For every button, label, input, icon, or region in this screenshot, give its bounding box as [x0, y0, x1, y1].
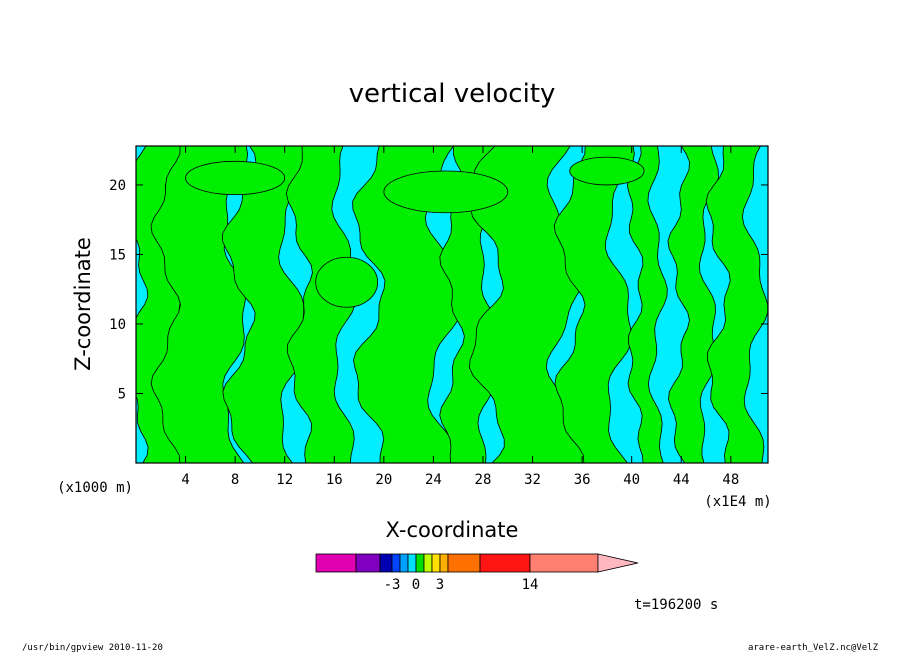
- footer-right: arare-earth_VelZ.nc@VelZ: [748, 643, 879, 653]
- colorbar-segment: [391, 553, 401, 573]
- updraft-region: [285, 146, 356, 463]
- colorbar-segment: [479, 553, 531, 573]
- x-tick-label: 32: [524, 472, 541, 488]
- updraft-region: [569, 156, 645, 186]
- colorbar-segment: [379, 553, 393, 573]
- colorbar-tick-label: 3: [436, 577, 444, 593]
- x-tick-label: 16: [326, 472, 343, 488]
- x-unit-label: (x1E4 m): [704, 494, 771, 510]
- plot-frame: [135, 145, 769, 464]
- colorbar-segment: [315, 553, 357, 573]
- footer-left: /usr/bin/gpview 2010-11-20: [22, 643, 163, 653]
- colorbar-segment: [431, 553, 441, 573]
- colorbar-tick-label: 14: [522, 577, 539, 593]
- updraft-region: [705, 146, 768, 463]
- colorbar-segment: [355, 553, 381, 573]
- y-unit-label: (x1000 m): [57, 480, 133, 496]
- updraft-region: [185, 160, 286, 196]
- colorbar-labels: -3 0 3 14: [384, 577, 539, 593]
- updraft-region: [553, 146, 635, 463]
- colorbar-segment: [447, 553, 481, 573]
- x-axis-label: X-coordinate: [386, 518, 519, 542]
- x-axis-ticks: 4 8 12 16 20 24 28 32 36 40 44 48: [181, 146, 739, 488]
- y-tick-label: 20: [109, 178, 126, 194]
- colorbar-tick-label: -3: [384, 577, 401, 593]
- chart-title: vertical velocity: [349, 79, 556, 109]
- velocity-contours: [136, 146, 768, 463]
- y-axis-ticks: 5 10 15 20: [109, 178, 768, 402]
- updraft-region: [383, 170, 509, 214]
- colorbar-segment: [399, 553, 409, 573]
- updraft-region: [315, 256, 379, 308]
- x-tick-label: 40: [623, 472, 640, 488]
- colorbar-segment: [423, 553, 433, 573]
- updraft-region: [352, 146, 461, 463]
- y-tick-label: 5: [118, 386, 126, 402]
- updraft-region: [150, 146, 249, 463]
- x-tick-label: 8: [231, 472, 239, 488]
- colorbar: [315, 553, 639, 573]
- x-tick-label: 44: [673, 472, 690, 488]
- y-axis-label: Z-coordinate: [71, 237, 95, 371]
- y-tick-label: 15: [109, 247, 126, 263]
- x-tick-label: 48: [722, 472, 739, 488]
- x-tick-label: 12: [276, 472, 293, 488]
- colorbar-tick-label: 0: [412, 577, 420, 593]
- y-tick-label: 10: [109, 317, 126, 333]
- x-tick-label: 20: [375, 472, 392, 488]
- time-label: t=196200 s: [634, 597, 718, 613]
- x-tick-label: 28: [475, 472, 492, 488]
- colorbar-extension: [597, 553, 639, 573]
- colorbar-segment: [439, 553, 449, 573]
- colorbar-segment: [415, 553, 425, 573]
- x-tick-label: 4: [181, 472, 189, 488]
- x-tick-label: 24: [425, 472, 442, 488]
- colorbar-segment: [407, 553, 417, 573]
- x-tick-label: 36: [574, 472, 591, 488]
- colorbar-segment: [529, 553, 599, 573]
- updraft-region: [626, 146, 668, 463]
